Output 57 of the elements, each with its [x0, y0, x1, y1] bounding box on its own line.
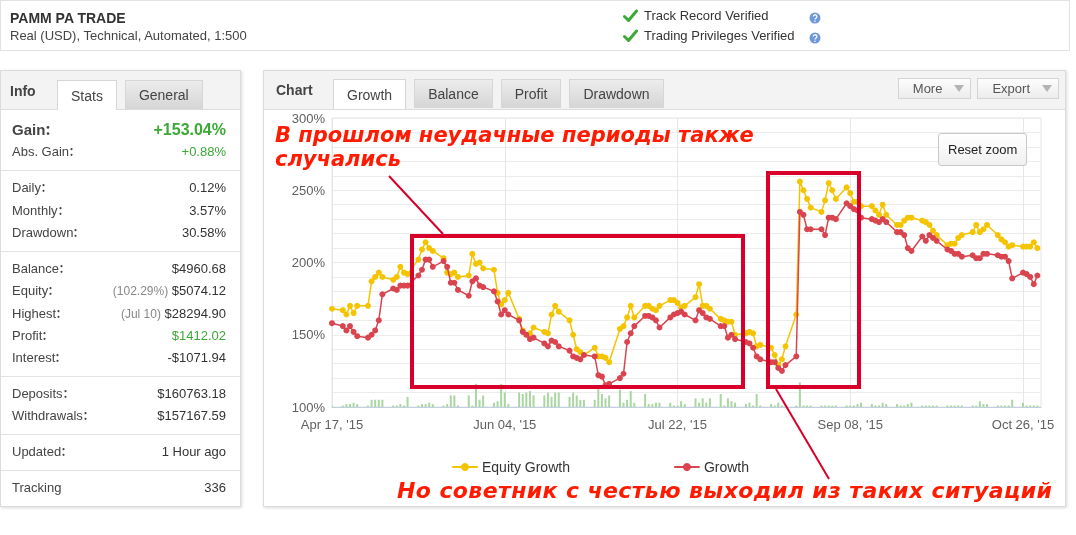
- text: Track Record Verified: [644, 8, 769, 23]
- text: $160763.18: [157, 386, 226, 402]
- category-label: Balance: [12, 260, 59, 276]
- category-label: Profit: [12, 327, 43, 343]
- category-label: Interest: [12, 350, 56, 366]
- category-label: Updated: [12, 444, 62, 460]
- text: 30.58%: [181, 224, 226, 240]
- category-label: Abs. Gain: [12, 144, 70, 160]
- x-tick-label: Oct 26, '15: [991, 417, 1055, 432]
- tab: Stats: [57, 80, 117, 110]
- text: 1 Hour ago: [161, 444, 226, 460]
- text: PAMM PA TRADE: [10, 10, 126, 26]
- annotation: В прошлом неудачные периоды также случались: [275, 123, 755, 171]
- text: 3.57%: [189, 202, 226, 218]
- y-tick-label: 300%: [291, 110, 326, 126]
- x-tick-label: Jul 22, '15: [648, 417, 707, 432]
- category-label: Daily: [12, 180, 41, 196]
- text: $4960.68: [171, 260, 226, 276]
- tab: Balance: [414, 79, 493, 108]
- category-label: Deposits: [12, 386, 63, 402]
- category-label: Drawdown: [12, 224, 74, 240]
- text: Chart: [276, 82, 313, 98]
- text: -$1071.94: [167, 350, 226, 366]
- text: Trading Privileges Verified: [644, 28, 795, 43]
- y-tick-label: 200%: [291, 255, 326, 270]
- category-label: Withdrawals: [12, 408, 83, 424]
- legend-label: Growth: [703, 459, 750, 475]
- text: Но советник с честью выходил из таких ситуаций: [397, 478, 1054, 503]
- text: $157167.59: [157, 408, 226, 424]
- tab: Profit: [500, 79, 562, 108]
- text: +0.88%: [181, 144, 226, 160]
- dropdown-button: Export: [977, 78, 1059, 99]
- text: 336: [204, 480, 226, 496]
- category-label: Highest: [12, 305, 57, 321]
- y-tick-label: 100%: [291, 399, 326, 415]
- tab: General: [124, 80, 203, 109]
- text: $1412.02: [171, 327, 226, 343]
- category-label: Gain: [12, 121, 46, 138]
- reset-zoom-button: Reset zoom: [938, 133, 1028, 166]
- tab: Growth: [333, 79, 407, 109]
- text: Info: [10, 83, 36, 99]
- text: 0.12%: [189, 180, 226, 196]
- x-tick-label: Apr 17, '15: [300, 417, 364, 432]
- y-tick-label: 150%: [291, 327, 326, 343]
- category-label: Tracking: [12, 480, 62, 496]
- dropdown-button: More: [897, 78, 972, 99]
- text: (Jul 10) $28294.90: [120, 305, 226, 321]
- x-tick-label: Sep 08, '15: [817, 417, 883, 432]
- text: +153.04%: [153, 121, 226, 138]
- y-tick-label: 250%: [291, 182, 326, 198]
- text: Real (USD), Technical, Automated, 1:500: [10, 28, 247, 43]
- legend-label: Equity Growth: [482, 459, 570, 475]
- tab: Drawdown: [569, 79, 664, 108]
- category-label: Equity: [12, 283, 49, 299]
- text: (102.29%) $5074.12: [112, 283, 226, 299]
- category-label: Monthly: [12, 202, 58, 218]
- x-tick-label: Jun 04, '15: [473, 417, 537, 432]
